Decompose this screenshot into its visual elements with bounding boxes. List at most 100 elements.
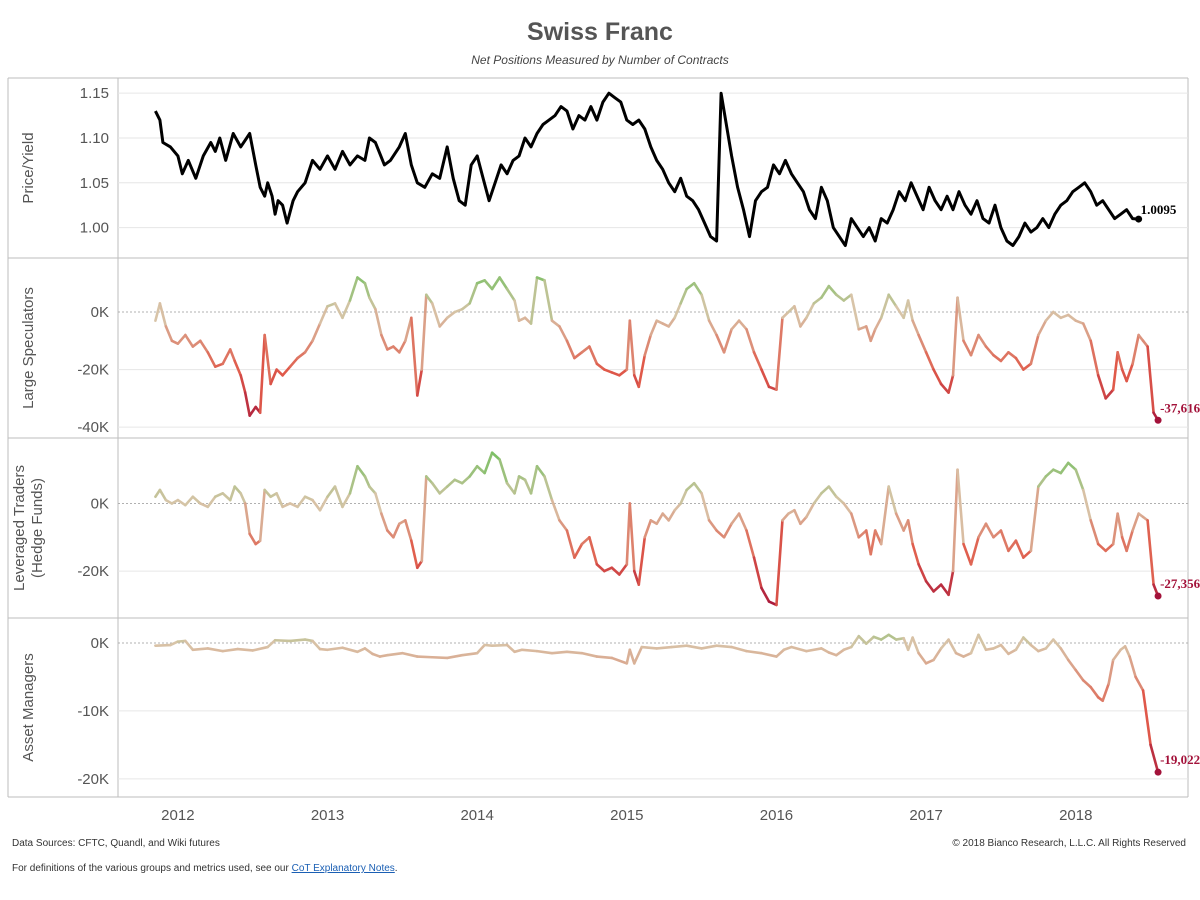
series-segment xyxy=(969,535,980,566)
series-segment xyxy=(628,319,636,377)
series-segment xyxy=(1029,643,1040,653)
series-segment xyxy=(827,284,838,297)
series-segment xyxy=(263,488,272,499)
series-segment xyxy=(781,512,790,522)
series-segment xyxy=(1059,647,1070,662)
series-segment xyxy=(1104,388,1115,400)
series-segment xyxy=(1081,322,1093,343)
series-segment xyxy=(1014,539,1025,559)
series-segment xyxy=(176,333,187,345)
series-segment xyxy=(221,647,240,653)
series-segment xyxy=(1131,333,1140,366)
x-tick-label: 2013 xyxy=(311,807,344,824)
series-segment xyxy=(939,382,950,394)
series-segment xyxy=(775,316,784,392)
series-segment xyxy=(1125,362,1134,383)
series-segment xyxy=(595,655,614,660)
series-segment xyxy=(273,638,292,643)
y-tick-label: 0K xyxy=(91,495,109,512)
series-segment xyxy=(715,529,726,539)
x-tick-label: 2012 xyxy=(161,807,194,824)
series-segment xyxy=(872,635,883,641)
series-segment xyxy=(752,556,763,590)
series-segment xyxy=(917,563,928,583)
series-segment xyxy=(460,651,479,657)
series-segment xyxy=(303,339,314,354)
series-segment xyxy=(420,293,428,371)
series-segment xyxy=(835,648,846,657)
definitions-prefix: For definitions of the various groups an… xyxy=(12,863,292,874)
series-segment xyxy=(667,316,676,328)
series-segment xyxy=(266,638,277,649)
series-segment xyxy=(529,464,539,495)
series-segment xyxy=(206,495,217,509)
series-segment xyxy=(326,302,337,308)
series-segment xyxy=(1111,512,1119,546)
series-segment xyxy=(752,351,763,371)
cot-explanatory-notes-link[interactable]: CoT Explanatory Notes xyxy=(291,863,395,874)
series-segment xyxy=(760,368,771,389)
x-tick-label: 2014 xyxy=(460,807,493,824)
series-segment xyxy=(610,656,629,665)
series-segment xyxy=(505,287,516,302)
y-axis-label: Asset Managers xyxy=(20,653,37,761)
y-tick-label: 0K xyxy=(91,304,109,321)
series-segment xyxy=(543,279,554,322)
series-segment xyxy=(535,276,546,282)
series-segment xyxy=(595,362,606,371)
y-tick-label: 1.00 xyxy=(80,220,109,237)
series-segment xyxy=(799,316,808,328)
series-segment xyxy=(835,495,846,505)
series-segment xyxy=(490,276,501,291)
series-segment xyxy=(667,508,676,522)
series-segment xyxy=(176,498,187,507)
series-segment xyxy=(906,519,914,546)
series-segment xyxy=(1123,645,1131,658)
y-axis-label: Large Speculators xyxy=(20,287,37,409)
series-segment xyxy=(558,519,569,532)
series-segment xyxy=(213,362,225,369)
series-segment xyxy=(580,345,591,354)
series-segment xyxy=(228,348,237,363)
series-segment xyxy=(1014,636,1025,652)
series-segment xyxy=(673,302,682,320)
series-segment xyxy=(333,302,344,320)
series-segment xyxy=(737,319,748,331)
definitions-suffix: . xyxy=(394,863,398,874)
series-segment xyxy=(348,276,359,302)
series-segment xyxy=(790,645,808,653)
y-tick-label: 1.05 xyxy=(80,175,109,192)
series-segment xyxy=(490,643,509,647)
series-segment xyxy=(275,492,284,509)
last-value-marker xyxy=(1135,215,1143,223)
last-value-marker xyxy=(1154,592,1162,600)
series-segment xyxy=(416,368,424,397)
series-segment xyxy=(911,542,920,566)
series-segment xyxy=(643,333,653,357)
series-segment xyxy=(977,333,988,348)
series-segment xyxy=(1107,658,1115,686)
series-segment xyxy=(398,339,407,354)
series-segment xyxy=(1096,542,1107,553)
series-segment xyxy=(1022,549,1033,559)
series-segment xyxy=(445,478,457,488)
series-segment xyxy=(438,316,449,328)
series-segment xyxy=(154,302,162,322)
series-segment xyxy=(820,284,831,299)
series-segment xyxy=(1146,345,1155,415)
series-segment xyxy=(475,643,486,655)
series-segment xyxy=(670,644,688,649)
x-tick-label: 2015 xyxy=(610,807,643,824)
series-segment xyxy=(906,299,914,322)
series-segment xyxy=(158,302,168,328)
series-segment xyxy=(1074,468,1085,492)
series-segment xyxy=(430,302,442,328)
series-segment xyxy=(281,365,292,377)
series-segment xyxy=(311,498,322,512)
series-segment xyxy=(475,279,486,285)
series-segment xyxy=(849,512,861,539)
series-segment xyxy=(543,475,554,502)
series-segment xyxy=(236,647,254,652)
series-segment xyxy=(356,647,367,654)
series-segment xyxy=(1096,374,1107,400)
